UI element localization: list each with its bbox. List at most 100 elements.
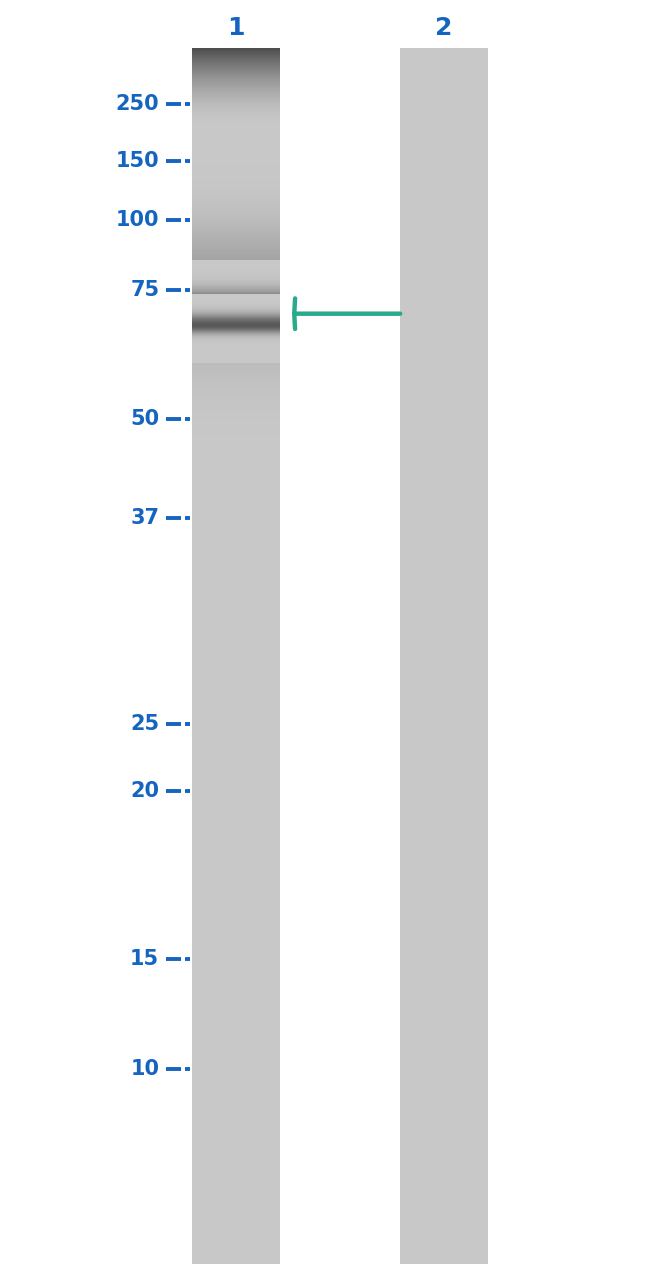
Bar [192, 348, 280, 349]
Bar [192, 112, 280, 114]
Bar [192, 418, 280, 420]
Bar [192, 315, 280, 316]
Bar [192, 60, 280, 62]
Bar [192, 184, 280, 188]
Bar [192, 149, 280, 152]
Bar [192, 53, 280, 56]
Bar [192, 69, 280, 70]
Bar [192, 284, 280, 286]
Bar [192, 199, 280, 203]
Bar [192, 318, 280, 320]
Bar [192, 123, 280, 124]
Bar [192, 297, 280, 298]
Bar [192, 370, 280, 372]
Bar [192, 58, 280, 60]
Bar [192, 337, 280, 338]
Bar [192, 353, 280, 357]
Bar [192, 385, 280, 387]
Bar [192, 340, 280, 342]
Bar [192, 94, 280, 97]
Bar [192, 60, 280, 61]
Bar [192, 269, 280, 271]
Bar [192, 117, 280, 119]
Bar [192, 133, 280, 137]
Text: 50: 50 [130, 409, 159, 429]
Bar [192, 91, 280, 94]
Bar [192, 283, 280, 286]
Bar [192, 420, 280, 423]
Bar [192, 342, 280, 343]
Bar [192, 146, 280, 150]
Bar [192, 254, 280, 257]
Bar [192, 159, 280, 163]
Bar [192, 136, 280, 140]
Bar [192, 77, 280, 79]
Bar [192, 344, 280, 345]
Bar [192, 304, 280, 305]
Bar [192, 358, 280, 359]
Bar [192, 104, 280, 107]
Bar [192, 361, 280, 362]
Bar [192, 349, 280, 351]
Bar [192, 259, 280, 262]
Bar [192, 279, 280, 281]
Bar [400, 48, 488, 1264]
Bar [192, 323, 280, 325]
Bar [192, 352, 280, 353]
Bar [192, 325, 280, 328]
Bar [192, 70, 280, 72]
Bar [192, 110, 280, 112]
Bar [192, 330, 280, 331]
Bar [192, 61, 280, 64]
Text: 100: 100 [116, 210, 159, 230]
Bar [192, 284, 280, 288]
Bar [192, 65, 280, 67]
Text: 15: 15 [130, 949, 159, 969]
Bar [192, 338, 280, 339]
Bar [192, 72, 280, 75]
Text: 1: 1 [227, 17, 244, 39]
Bar [192, 263, 280, 264]
Bar [192, 224, 280, 226]
Bar [192, 274, 280, 277]
Bar [192, 278, 280, 279]
Bar [192, 390, 280, 392]
Bar [192, 344, 280, 345]
Text: 37: 37 [130, 508, 159, 528]
Bar [192, 104, 280, 105]
Bar [192, 302, 280, 304]
Bar [192, 48, 280, 51]
Bar [192, 338, 280, 342]
Bar [192, 290, 280, 293]
Bar [192, 56, 280, 58]
Bar [192, 354, 280, 356]
Bar [192, 276, 280, 277]
Bar [192, 398, 280, 400]
Bar [192, 166, 280, 170]
Bar [192, 288, 280, 290]
Bar [192, 321, 280, 323]
Bar [192, 86, 280, 89]
Bar [192, 267, 280, 268]
Bar [192, 287, 280, 288]
Bar [192, 357, 280, 358]
Bar [192, 281, 280, 283]
Text: 150: 150 [116, 151, 159, 171]
Bar [192, 323, 280, 324]
Bar [192, 93, 280, 95]
Bar [192, 387, 280, 390]
Bar [192, 164, 280, 168]
Bar [192, 128, 280, 132]
Bar [192, 76, 280, 79]
Bar [192, 99, 280, 102]
Bar [192, 234, 280, 236]
Bar [192, 281, 280, 282]
Bar [192, 362, 280, 364]
Bar [192, 264, 280, 265]
Bar [192, 282, 280, 286]
Bar [192, 292, 280, 293]
Bar [192, 265, 280, 268]
Bar [192, 122, 280, 123]
Bar [192, 278, 280, 281]
Bar [192, 307, 280, 309]
